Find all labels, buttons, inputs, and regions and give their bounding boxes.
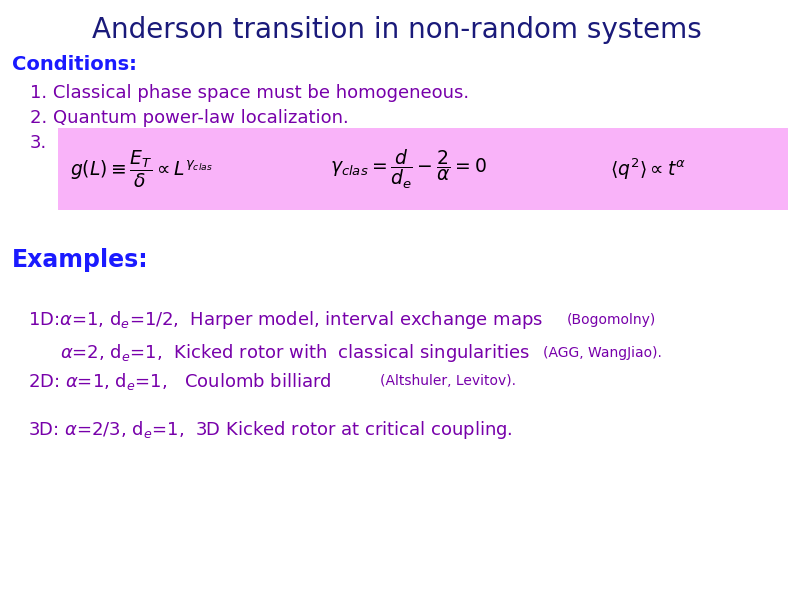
Text: 2. Quantum power-law localization.: 2. Quantum power-law localization. [30, 109, 349, 127]
Text: Examples:: Examples: [12, 248, 148, 272]
Text: $g(L) \equiv \dfrac{E_T}{\delta} \propto L^{\gamma_{clas}}$: $g(L) \equiv \dfrac{E_T}{\delta} \propto… [70, 148, 213, 190]
Text: 1D:$\alpha$=1, d$_e$=1/2,  Harper model, interval exchange maps: 1D:$\alpha$=1, d$_e$=1/2, Harper model, … [28, 309, 543, 331]
Text: 3D: $\alpha$=2/3, d$_e$=1,  3D Kicked rotor at critical coupling.: 3D: $\alpha$=2/3, d$_e$=1, 3D Kicked rot… [28, 419, 513, 441]
Text: $\alpha$=2, d$_e$=1,  Kicked rotor with  classical singularities: $\alpha$=2, d$_e$=1, Kicked rotor with c… [60, 342, 530, 364]
Text: (AGG, WangJiao).: (AGG, WangJiao). [543, 346, 662, 360]
Text: (Altshuler, Levitov).: (Altshuler, Levitov). [380, 374, 516, 388]
Text: 3.: 3. [30, 134, 48, 152]
Text: (Bogomolny): (Bogomolny) [567, 313, 657, 327]
Text: 1. Classical phase space must be homogeneous.: 1. Classical phase space must be homogen… [30, 84, 469, 102]
Text: Conditions:: Conditions: [12, 55, 137, 74]
Text: Anderson transition in non-random systems: Anderson transition in non-random system… [92, 16, 702, 44]
Text: 2D: $\alpha$=1, d$_e$=1,   Coulomb billiard: 2D: $\alpha$=1, d$_e$=1, Coulomb billiar… [28, 371, 332, 392]
Text: $\langle q^2 \rangle \propto t^{\alpha}$: $\langle q^2 \rangle \propto t^{\alpha}$ [610, 156, 686, 181]
Text: $\gamma_{clas} = \dfrac{d}{d_e} - \dfrac{2}{\alpha} = 0$: $\gamma_{clas} = \dfrac{d}{d_e} - \dfrac… [330, 148, 487, 190]
FancyBboxPatch shape [58, 128, 788, 210]
